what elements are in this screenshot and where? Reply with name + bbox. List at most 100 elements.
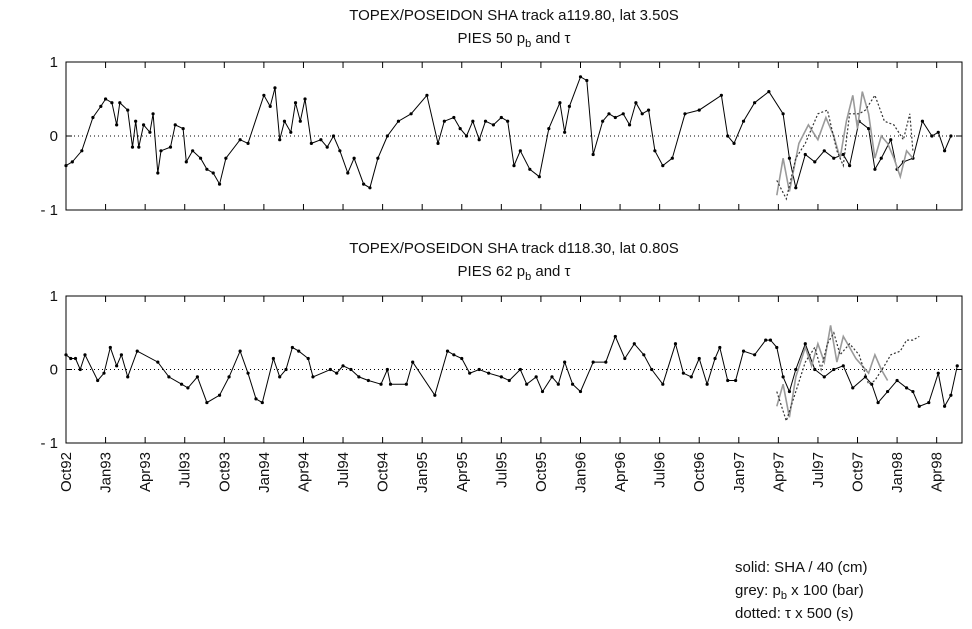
- data-point: [349, 367, 353, 372]
- data-point: [278, 375, 282, 379]
- data-point: [591, 360, 595, 364]
- data-point: [741, 349, 746, 353]
- data-point: [528, 167, 532, 171]
- chart-title: TOPEX/POSEIDON SHA track d118.30, lat 0.…: [349, 240, 679, 257]
- data-point: [578, 75, 583, 79]
- data-point: [904, 386, 909, 390]
- data-point: [697, 108, 701, 112]
- data-point: [936, 130, 940, 134]
- text-part: x 100 (bar): [787, 582, 864, 599]
- data-point: [227, 375, 231, 379]
- data-point: [168, 145, 173, 149]
- data-point: [238, 349, 242, 353]
- y-tick-label: 1: [50, 54, 58, 71]
- text-part: and τ: [531, 30, 570, 47]
- data-point: [822, 375, 826, 379]
- data-point: [607, 112, 611, 116]
- chart-title: TOPEX/POSEIDON SHA track a119.80, lat 3.…: [349, 7, 679, 24]
- data-point: [949, 134, 953, 138]
- data-point: [335, 371, 339, 375]
- data-point: [468, 371, 472, 375]
- data-point: [832, 367, 836, 372]
- data-point: [689, 375, 693, 379]
- x-tick-label: Jul97: [810, 452, 827, 488]
- data-point: [198, 156, 203, 160]
- data-point: [955, 364, 959, 368]
- data-point: [366, 378, 370, 383]
- x-tick-label: Jul93: [177, 452, 194, 488]
- text-part: solid: SHA / 40 (cm): [735, 559, 868, 576]
- note-line: solid: SHA / 40 (cm): [735, 559, 868, 576]
- text-part: b: [525, 271, 531, 283]
- data-point: [499, 375, 503, 379]
- data-point: [534, 375, 538, 379]
- data-point: [794, 186, 798, 190]
- data-point: [632, 342, 636, 346]
- data-point: [650, 367, 654, 372]
- data-point: [732, 141, 736, 145]
- data-point: [471, 119, 475, 123]
- x-tick-label: Oct97: [850, 452, 867, 492]
- x-tick-label: Jul94: [335, 452, 352, 488]
- data-point: [518, 367, 522, 372]
- data-point: [173, 123, 177, 127]
- data-point: [238, 138, 242, 142]
- data-point: [179, 382, 184, 386]
- x-tick-label: Oct92: [58, 452, 75, 492]
- data-point: [705, 382, 709, 386]
- text-part: grey: p: [735, 582, 781, 599]
- data-point: [103, 97, 108, 101]
- data-point: [126, 375, 130, 379]
- data-point: [70, 160, 74, 164]
- data-point: [787, 156, 792, 160]
- data-point: [246, 141, 250, 145]
- data-point: [601, 119, 605, 123]
- data-point: [289, 130, 293, 134]
- x-tick-label: Apr98: [929, 452, 946, 492]
- data-point: [942, 149, 947, 153]
- data-point: [184, 160, 188, 164]
- x-tick-label: Jul96: [652, 452, 669, 488]
- data-point: [83, 353, 87, 357]
- data-point: [110, 101, 114, 105]
- data-point: [254, 397, 258, 401]
- data-point: [585, 78, 589, 83]
- data-point: [102, 371, 106, 375]
- series-line: [65, 76, 952, 189]
- y-tick-label: - 1: [40, 202, 58, 219]
- x-tick-label: Oct94: [375, 452, 392, 492]
- data-point: [578, 389, 583, 394]
- data-point: [73, 356, 78, 361]
- x-tick-label: Jan98: [889, 452, 906, 493]
- data-point: [278, 138, 282, 142]
- data-point: [518, 149, 522, 153]
- data-point: [458, 127, 462, 131]
- data-point: [930, 134, 934, 138]
- data-point: [118, 101, 122, 105]
- text-part: b: [781, 590, 787, 602]
- chart-subtitle: PIES 62 pb and τ: [458, 263, 571, 283]
- data-point: [794, 367, 798, 372]
- data-point: [683, 112, 687, 116]
- data-point: [411, 360, 415, 364]
- data-point: [306, 356, 310, 361]
- data-point: [813, 367, 817, 372]
- data-point: [464, 134, 469, 138]
- series-line: [776, 325, 889, 418]
- data-point: [642, 353, 646, 357]
- data-point: [661, 382, 665, 386]
- data-point: [556, 382, 560, 386]
- data-point: [195, 375, 199, 379]
- data-point: [271, 356, 275, 361]
- data-point: [217, 393, 222, 397]
- text-part: PIES 62 p: [458, 263, 526, 280]
- data-point: [135, 349, 139, 353]
- data-point: [477, 367, 481, 372]
- data-point: [328, 367, 332, 372]
- y-tick-label: 0: [50, 362, 58, 379]
- data-point: [563, 360, 567, 364]
- data-point: [141, 123, 146, 127]
- data-point: [338, 149, 342, 153]
- data-point: [167, 375, 171, 379]
- x-tick-label: Apr95: [454, 452, 471, 492]
